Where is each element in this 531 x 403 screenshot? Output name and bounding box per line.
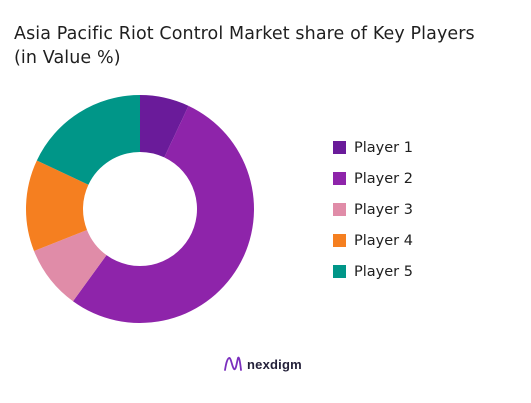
donut-slice-player-2 bbox=[72, 105, 255, 324]
donut-slice-player-3 bbox=[34, 229, 107, 302]
legend-swatch-player-1 bbox=[333, 141, 346, 154]
legend-label-player-3: Player 3 bbox=[354, 201, 413, 218]
legend-label-player-2: Player 2 bbox=[354, 170, 413, 187]
legend-item-player-2: Player 2 bbox=[333, 168, 413, 189]
donut-chart bbox=[26, 95, 255, 324]
donut-slice-player-1 bbox=[140, 95, 189, 158]
brand-name: nexdigm bbox=[247, 356, 302, 372]
legend-item-player-1: Player 1 bbox=[333, 137, 413, 158]
legend-swatch-player-3 bbox=[333, 203, 346, 216]
brand-logo: nexdigm bbox=[223, 355, 302, 373]
chart-title: Asia Pacific Riot Control Market share o… bbox=[14, 22, 519, 70]
legend-label-player-4: Player 4 bbox=[354, 232, 413, 249]
legend-label-player-1: Player 1 bbox=[354, 139, 413, 156]
donut-slice-player-4 bbox=[26, 160, 89, 251]
legend-item-player-3: Player 3 bbox=[333, 199, 413, 220]
nexdigm-logo-icon bbox=[224, 356, 242, 371]
chart-title-line-2: (in Value %) bbox=[14, 48, 121, 68]
chart-legend: Player 1 Player 2 Player 3 Player 4 Play… bbox=[333, 137, 413, 292]
legend-swatch-player-4 bbox=[333, 234, 346, 247]
legend-item-player-4: Player 4 bbox=[333, 230, 413, 251]
donut-slice-player-5 bbox=[36, 95, 140, 185]
legend-swatch-player-2 bbox=[333, 172, 346, 185]
legend-item-player-5: Player 5 bbox=[333, 261, 413, 282]
legend-label-player-5: Player 5 bbox=[354, 263, 413, 280]
legend-swatch-player-5 bbox=[333, 265, 346, 278]
chart-title-line-1: Asia Pacific Riot Control Market share o… bbox=[14, 24, 475, 44]
